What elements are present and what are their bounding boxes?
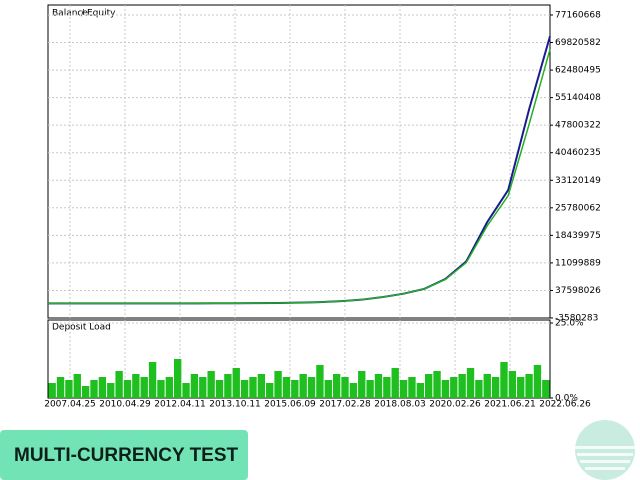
main-panel (47, 4, 551, 319)
bar (366, 380, 374, 398)
y-tick-label: 37598026 (555, 286, 601, 296)
legend-equity: Equity (87, 9, 116, 19)
bar (65, 380, 73, 398)
x-tick-label: 2022.06.26 (539, 400, 591, 410)
bar (249, 377, 257, 398)
bar (383, 377, 391, 398)
bar (374, 374, 383, 398)
series-line (48, 49, 551, 305)
bar (483, 374, 491, 398)
bar (107, 383, 115, 398)
bar (199, 377, 207, 398)
bar (182, 383, 190, 398)
bar (81, 386, 90, 398)
bar (232, 368, 240, 398)
bar (391, 368, 399, 398)
badge (0, 430, 248, 480)
bar (433, 371, 441, 398)
legend-separator: / (81, 9, 85, 19)
x-tick-label: 2017.02.28 (319, 400, 371, 410)
bar (148, 362, 157, 398)
bar (450, 377, 458, 398)
y-tick-label: 18439975 (555, 231, 601, 241)
bar (140, 377, 148, 398)
bar (291, 380, 299, 398)
load-panel (47, 319, 551, 399)
bar (165, 377, 173, 398)
bar (466, 368, 475, 398)
bar (240, 380, 249, 398)
bar (358, 371, 366, 398)
bar (207, 371, 215, 398)
y-tick-label: 55140408 (555, 93, 601, 103)
bar (525, 374, 533, 398)
y-tick-label: 25780062 (555, 203, 601, 213)
bar (341, 377, 349, 398)
y-tick-label: 0.0% (555, 394, 578, 404)
bar (282, 377, 291, 398)
bar (508, 371, 517, 398)
y-tick-label: 40460235 (555, 148, 601, 158)
bar (190, 374, 199, 398)
y-tick-label: 25.0% (555, 319, 584, 329)
x-tick-label: 2010.04.29 (99, 400, 151, 410)
bar (115, 371, 123, 398)
bar (98, 377, 107, 398)
bar (458, 374, 466, 398)
bar (324, 380, 332, 398)
y-tick-label: 47800322 (555, 121, 601, 131)
y-tick-label: 62480495 (555, 66, 601, 76)
bar (215, 380, 224, 398)
bar (542, 380, 550, 398)
bar (332, 374, 341, 398)
bar (399, 380, 408, 398)
bar (123, 380, 132, 398)
bar (257, 374, 266, 398)
y-tick-label: 77160668 (555, 10, 601, 20)
bar (416, 383, 424, 398)
x-tick-label: 2007.04.25 (44, 400, 96, 410)
bar (157, 380, 165, 398)
bar (48, 383, 56, 398)
bar (316, 365, 324, 398)
x-tick-label: 2021.06.21 (484, 400, 536, 410)
bar (475, 380, 483, 398)
x-tick-label: 2012.04.11 (154, 400, 206, 410)
bar (349, 383, 358, 398)
bar (491, 377, 500, 398)
logo (575, 420, 635, 480)
y-tick-label: 69820582 (555, 38, 601, 48)
y-tick-label: 11099889 (555, 258, 601, 268)
bar (274, 371, 282, 398)
bar (174, 359, 182, 398)
bar (299, 374, 307, 398)
bar (90, 380, 98, 398)
bar (441, 380, 450, 398)
y-tick-label: 33120149 (555, 176, 601, 186)
bar (132, 374, 140, 398)
bar (73, 374, 81, 398)
bar (408, 377, 416, 398)
panel-title: Deposit Load (52, 323, 111, 333)
bar (533, 365, 542, 398)
bar (500, 362, 508, 398)
y-tick-label: -3580283 (555, 314, 598, 324)
x-tick-label: 2018.08.03 (374, 400, 426, 410)
bar (425, 374, 433, 398)
bar (517, 377, 525, 398)
bar (266, 383, 274, 398)
badge-label: MULTI-CURRENCY TEST (14, 445, 239, 466)
bar (56, 377, 65, 398)
x-tick-label: 2015.06.09 (264, 400, 316, 410)
x-tick-label: 2020.02.26 (429, 400, 481, 410)
bar (224, 374, 232, 398)
bar (307, 377, 316, 398)
x-tick-label: 2013.10.11 (209, 400, 261, 410)
